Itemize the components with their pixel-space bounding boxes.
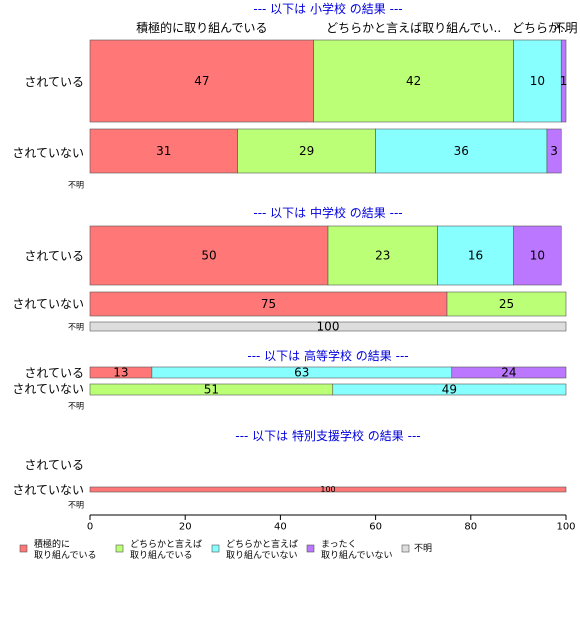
row-label: されていない: [12, 382, 84, 396]
data-label: 36: [454, 144, 469, 158]
data-label: 47: [194, 74, 209, 88]
bar-segment: [89, 128, 238, 174]
bar-segment: [375, 128, 548, 174]
bar-segment: [451, 366, 567, 379]
legend-item: 不明: [401, 543, 432, 554]
legend-label: 取り組んでいる: [34, 549, 97, 561]
data-label: 1: [560, 74, 568, 88]
x-tick-label: 0: [87, 522, 93, 533]
legend-swatch: [19, 544, 28, 553]
bar-segment: [546, 128, 562, 174]
data-label: 75: [261, 297, 276, 311]
section-title: --- 以下は 高等学校 の結果 ---: [247, 348, 408, 363]
legend-label: 取り組んでいる: [130, 549, 193, 561]
section-title: --- 以下は 中学校 の結果 ---: [253, 205, 402, 220]
row-label: 不明: [68, 501, 84, 510]
legend-label: どちらかと言えば: [226, 538, 298, 550]
section-2: --- 以下は 中学校 の結果 --- されている 50 23 16 10 されていない 75…: [12, 205, 567, 334]
legend-label: 取り組んでいない: [226, 549, 298, 561]
bar-segment: [89, 321, 567, 332]
row-label: されている: [24, 75, 84, 89]
data-label: 25: [499, 297, 514, 311]
section-title: --- 以下は 特別支援学校 の結果 ---: [235, 428, 420, 443]
bar-segment: [332, 383, 567, 396]
legend-item: 積極的に取り組んでいる: [19, 538, 97, 561]
legend-label: 積極的に: [34, 538, 70, 550]
row-label: されていない: [12, 483, 84, 497]
legend-swatch: [115, 544, 124, 553]
row-label: 不明: [68, 402, 84, 411]
data-label: 29: [299, 144, 314, 158]
row-label: されている: [24, 366, 84, 380]
bar-segment: [89, 291, 448, 317]
data-label: 63: [294, 366, 309, 380]
data-label: 100: [317, 320, 340, 334]
x-tick-label: 100: [556, 522, 575, 533]
bar-segment: [237, 128, 376, 174]
category-top-label: 不明: [554, 21, 578, 35]
data-label: 42: [406, 74, 421, 88]
data-label: 49: [442, 383, 457, 397]
row-label: 不明: [68, 323, 84, 332]
data-label: 51: [204, 383, 219, 397]
category-top-label: どちらか..: [512, 21, 568, 35]
x-tick-label: 20: [179, 522, 192, 533]
legend-swatch: [401, 544, 410, 553]
bar-segment: [513, 225, 562, 286]
data-label: 10: [530, 74, 545, 88]
row-label: されている: [24, 458, 84, 472]
bar-segment: [89, 486, 567, 493]
legend-label: まったく: [321, 539, 357, 550]
legend-label: 不明: [414, 543, 432, 554]
legend-label: どちらかと言えば: [130, 538, 202, 550]
data-label: 10: [530, 249, 545, 263]
bar-segment: [560, 39, 567, 123]
legend-swatch: [211, 544, 220, 553]
section-title: --- 以下は 小学校 の結果 ---: [253, 1, 402, 16]
legend-swatch: [306, 544, 315, 553]
category-top-label: どちらかと言えば取り組んでい..: [326, 21, 501, 35]
bar-segment: [437, 225, 514, 286]
row-label: 不明: [68, 181, 84, 190]
legend-label: 取り組んでいない: [321, 549, 393, 561]
data-label: 13: [113, 366, 128, 380]
row-label: されていない: [12, 146, 84, 160]
data-label: 100: [320, 485, 335, 494]
data-label: 23: [375, 249, 390, 263]
bar-segment: [446, 291, 567, 317]
x-tick-label: 60: [369, 522, 382, 533]
data-label: 3: [550, 144, 558, 158]
bar-segment: [89, 39, 315, 123]
x-tick-label: 40: [274, 522, 287, 533]
row-label: されている: [24, 249, 84, 263]
row-label: されていない: [12, 297, 84, 311]
section-3: --- 以下は 高等学校 の結果 --- されている 13 63 24 されていない 51 4…: [12, 348, 567, 411]
data-label: 31: [156, 144, 171, 158]
section-1: --- 以下は 小学校 の結果 --- されている 47 42 10 1 されていない 31 2…: [12, 1, 567, 190]
bar-segment: [89, 225, 329, 286]
category-top-label: 積極的に取り組んでいる: [136, 20, 267, 35]
data-label: 16: [468, 249, 483, 263]
bar-segment: [313, 39, 514, 123]
data-label: 50: [201, 249, 216, 263]
bar-segment: [513, 39, 562, 123]
data-label: 24: [501, 366, 516, 380]
x-tick-label: 80: [464, 522, 477, 533]
